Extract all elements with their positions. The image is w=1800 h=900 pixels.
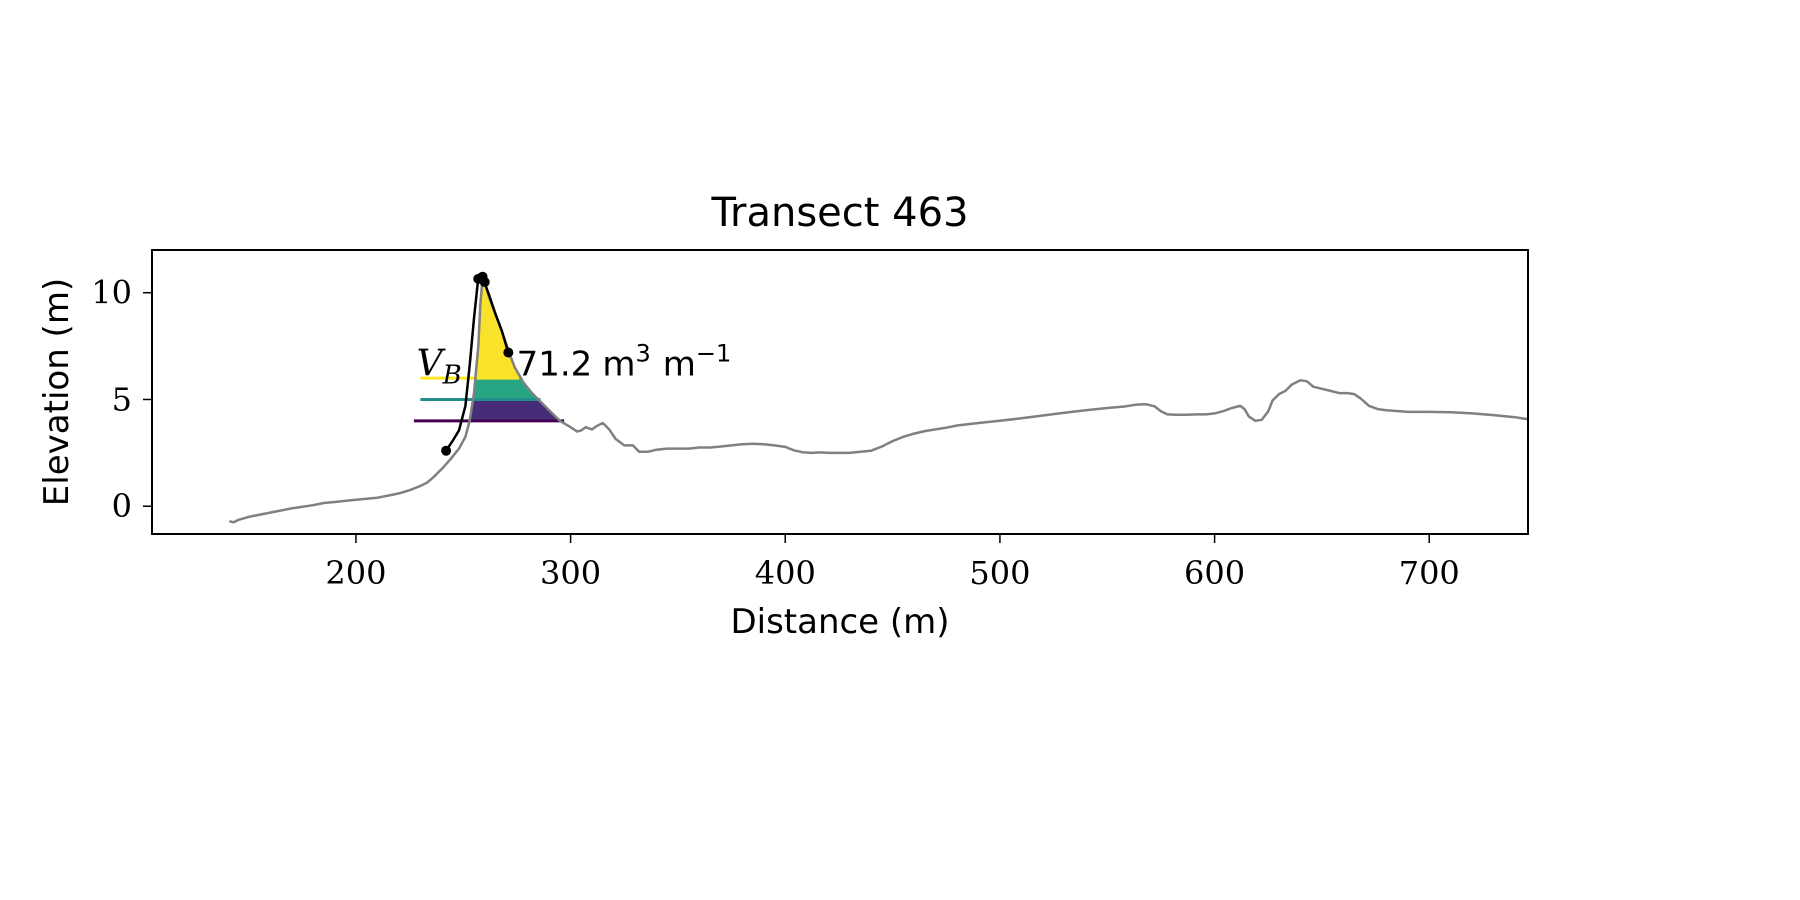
annotation-unit2-exponent: −1 (696, 340, 731, 368)
profile-series (228, 276, 1529, 524)
dune-marker-4 (503, 347, 514, 358)
x-tick-label: 600 (1184, 554, 1245, 592)
x-tick-label: 700 (1399, 554, 1460, 592)
y-tick-label: 5 (112, 380, 132, 418)
x-tick-label: 400 (755, 554, 816, 592)
annotation-subscript: B (442, 361, 462, 391)
x-tick-label: 500 (969, 554, 1030, 592)
dune-marker-3 (479, 277, 490, 288)
annotation-unit-exponent: 3 (635, 340, 650, 368)
dune-markers (441, 271, 514, 456)
x-tick-label: 300 (540, 554, 601, 592)
y-tick-label: 0 (112, 487, 132, 525)
profile-line (228, 276, 1529, 524)
annotation-value: 71.2 (517, 345, 593, 385)
y-tick-label: 10 (91, 274, 132, 312)
svg-text:VB: VB (417, 344, 462, 391)
y-axis-ticks: 0 5 10 (91, 274, 152, 525)
x-axis-label: Distance (m) (730, 602, 949, 642)
elevation-level-lines (413, 376, 565, 423)
plot-frame (151, 249, 1529, 535)
x-axis-ticks: 200 300 400 500 600 700 (325, 534, 1460, 592)
dune-marker-0 (441, 445, 452, 456)
volume-annotation: VB 71.2 m3 m−1 (417, 340, 732, 391)
annotation-unit2: m (663, 345, 696, 385)
chart-title: Transect 463 (710, 190, 968, 236)
x-tick-label: 200 (325, 554, 386, 592)
annotation-unit: m (602, 345, 635, 385)
y-axis-label: Elevation (m) (37, 278, 77, 506)
annotation-symbol: V (417, 344, 447, 385)
